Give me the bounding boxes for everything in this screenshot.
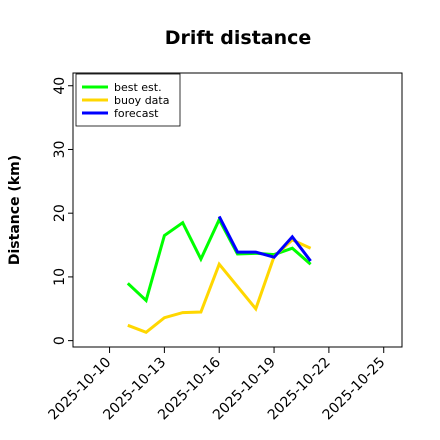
legend-label: forecast	[114, 107, 159, 120]
y-tick-label: 30	[52, 141, 68, 159]
y-axis: 0 10 20 30 40	[52, 77, 73, 345]
y-tick-label: 20	[52, 204, 68, 222]
x-axis: 2025-10-102025-10-132025-10-162025-10-19…	[46, 347, 389, 423]
chart-title: Drift distance	[165, 27, 312, 49]
series-line-forecast	[217, 215, 312, 262]
y-tick-label: 40	[52, 77, 68, 95]
series-layer	[126, 215, 312, 335]
legend-label: buoy data	[114, 94, 169, 107]
y-tick-label: 10	[52, 268, 68, 286]
legend-label: best est.	[114, 81, 162, 94]
y-tick-label: 0	[52, 336, 68, 345]
y-axis-label: Distance (km)	[7, 155, 23, 265]
